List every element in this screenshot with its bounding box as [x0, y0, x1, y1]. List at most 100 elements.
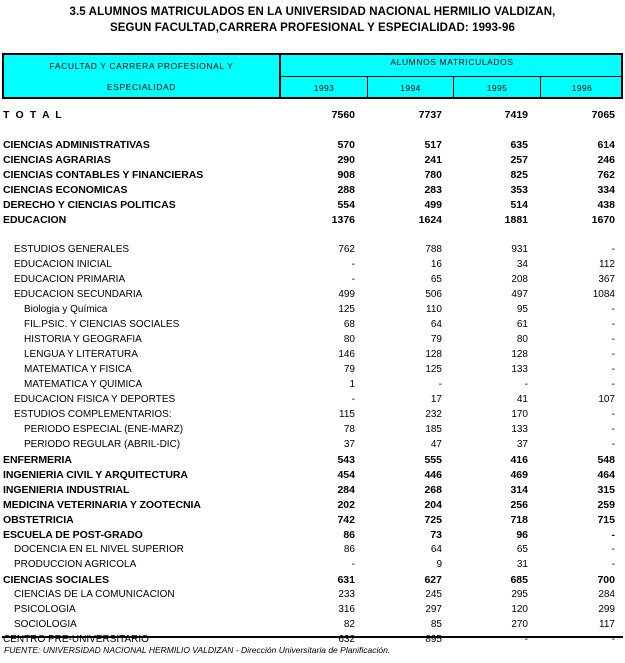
year-divider-3 [540, 77, 541, 97]
row-value-1996: - [611, 334, 615, 345]
row-label: CIENCIAS DE LA COMUNICACION [14, 589, 175, 600]
table-row: EDUCACION PRIMARIA - 65 208 367 [0, 273, 625, 288]
row-value-1993: 86 [343, 529, 355, 541]
table-row: CIENCIAS ECONOMICAS 288 283 353 334 [0, 183, 625, 198]
row-value-1996: 299 [598, 604, 615, 615]
column-header-year-1993: 1993 [313, 82, 335, 93]
row-value-1994: 297 [425, 604, 442, 615]
table-row: EDUCACION FISICA Y DEPORTES - 17 41 107 [0, 393, 625, 408]
column-header-year-1995: 1995 [486, 82, 508, 93]
row-value-1996: 117 [599, 619, 615, 630]
row-value-1995: 635 [510, 139, 528, 151]
row-value-1993: 7560 [331, 109, 355, 121]
row-value-1995: 133 [511, 364, 528, 375]
row-value-1995: 208 [511, 274, 528, 285]
row-label: EDUCACION FISICA Y DEPORTES [14, 394, 176, 405]
stub-header-line-2: ESPECIALIDAD [106, 81, 177, 92]
row-value-1993: 454 [337, 469, 355, 481]
table-row: PERIODO REGULAR (ABRIL-DIC) 37 47 37 - [0, 438, 625, 453]
table-row: PSICOLOGIA 316 297 120 299 [0, 603, 625, 618]
row-value-1995: 80 [516, 334, 528, 345]
row-value-1995: 469 [510, 469, 528, 481]
title-line-1: 3.5 ALUMNOS MATRICULADOS EN LA UNIVERSID… [69, 6, 556, 18]
table-row: SOCIOLOGIA 82 85 270 117 [0, 618, 625, 633]
row-value-1993: 1 [349, 379, 355, 390]
row-value-1994: 1624 [418, 214, 442, 226]
table-row: EDUCACION INICIAL - 16 34 112 [0, 258, 625, 273]
table-row: OBSTETRICIA 742 725 718 715 [0, 513, 625, 528]
table-row: INGENIERIA CIVIL Y ARQUITECTURA 454 446 469… [0, 468, 625, 483]
row-value-1996: 700 [597, 574, 615, 586]
row-value-1996: 464 [597, 469, 615, 481]
table-row: LENGUA Y LITERATURA 146 128 128 - [0, 348, 625, 363]
row-value-1996: 112 [599, 259, 615, 270]
row-value-1994: 128 [425, 349, 442, 360]
year-divider-1 [367, 77, 368, 97]
row-value-1995: 314 [510, 484, 528, 496]
row-value-1996: 614 [597, 139, 615, 151]
row-label: CIENCIAS ADMINISTRATIVAS [3, 139, 150, 151]
header-stub-divider [279, 55, 281, 97]
row-value-1996: 367 [598, 274, 615, 285]
row-value-1994: 895 [425, 634, 442, 645]
row-value-1994: 517 [424, 139, 442, 151]
row-value-1993: 290 [337, 154, 355, 166]
table-row: EDUCACION 1376 1624 1881 1670 [0, 213, 625, 228]
row-value-1995: 7419 [504, 109, 528, 121]
row-value-1994: 110 [426, 304, 442, 315]
table-row: ESCUELA DE POST-GRADO 86 73 96 - [0, 528, 625, 543]
source-note: FUENTE: UNIVERSIDAD NACIONAL HERMILIO VA… [4, 645, 391, 655]
row-value-1996: - [611, 379, 615, 390]
row-value-1994: 555 [424, 454, 442, 466]
row-value-1995: 295 [511, 589, 528, 600]
table-row: CIENCIAS SOCIALES 631 627 685 700 [0, 573, 625, 588]
row-value-1994: 7737 [418, 109, 442, 121]
table-row: CENTRO PRE-UNIVERSITARIO 632 895 - - [0, 633, 625, 648]
row-value-1994: 204 [424, 499, 442, 511]
row-value-1993: 742 [337, 514, 355, 526]
row-label: EDUCACION INICIAL [14, 259, 112, 270]
table-row: HISTORIA Y GEOGRAFIA 80 79 80 - [0, 333, 625, 348]
row-value-1994: 17 [430, 394, 442, 405]
row-label: PSICOLOGIA [14, 604, 76, 615]
row-label: CIENCIAS AGRARIAS [3, 154, 111, 166]
row-value-1995: 257 [510, 154, 528, 166]
table-row: CIENCIAS CONTABLES Y FINANCIERAS 908 780 82… [0, 168, 625, 183]
row-value-1994: 85 [430, 619, 442, 630]
row-label: DOCENCIA EN EL NIVEL SUPERIOR [14, 544, 184, 555]
table-row: ESTUDIOS GENERALES 762 788 931 - [0, 243, 625, 258]
row-value-1993: 570 [337, 139, 355, 151]
row-value-1996: - [611, 439, 615, 450]
row-value-1995: - [524, 379, 528, 390]
row-value-1993: 202 [337, 499, 355, 511]
row-value-1994: 185 [425, 424, 442, 435]
row-value-1995: 95 [516, 304, 528, 315]
row-value-1993: 284 [337, 484, 355, 496]
table-row: Biologia y Química 125 110 95 - [0, 303, 625, 318]
row-label: DERECHO Y CIENCIAS POLITICAS [3, 199, 176, 211]
row-value-1996: - [611, 349, 615, 360]
stub-header: FACULTAD Y CARRERA PROFESIONAL Y ESPECIA… [4, 55, 279, 97]
row-value-1995: 128 [511, 349, 528, 360]
row-value-1996: - [611, 409, 615, 420]
row-value-1996: 284 [598, 589, 615, 600]
row-value-1996: - [611, 424, 615, 435]
row-value-1993: 115 [339, 409, 355, 420]
row-value-1996: - [611, 544, 615, 555]
row-value-1994: 788 [425, 244, 442, 255]
row-value-1994: 47 [430, 439, 442, 450]
row-value-1993: 499 [338, 289, 355, 300]
row-value-1994: 9 [436, 559, 442, 570]
row-value-1995: 133 [511, 424, 528, 435]
row-value-1993: 79 [343, 364, 355, 375]
table-row: MATEMATICA Y FISICA 79 125 133 - [0, 363, 625, 378]
row-label: PERIODO ESPECIAL (ENE-MARZ) [24, 424, 184, 435]
row-label: ESTUDIOS COMPLEMENTARIOS: [14, 409, 172, 420]
table-row: MEDICINA VETERINARIA Y ZOOTECNIA 202 204 25… [0, 498, 625, 513]
row-label: T O T A L [3, 109, 64, 121]
row-value-1994: 725 [424, 514, 442, 526]
row-value-1994: 232 [425, 409, 442, 420]
row-value-1995: 514 [510, 199, 528, 211]
row-value-1994: 73 [430, 529, 442, 541]
row-value-1996: - [611, 634, 615, 645]
